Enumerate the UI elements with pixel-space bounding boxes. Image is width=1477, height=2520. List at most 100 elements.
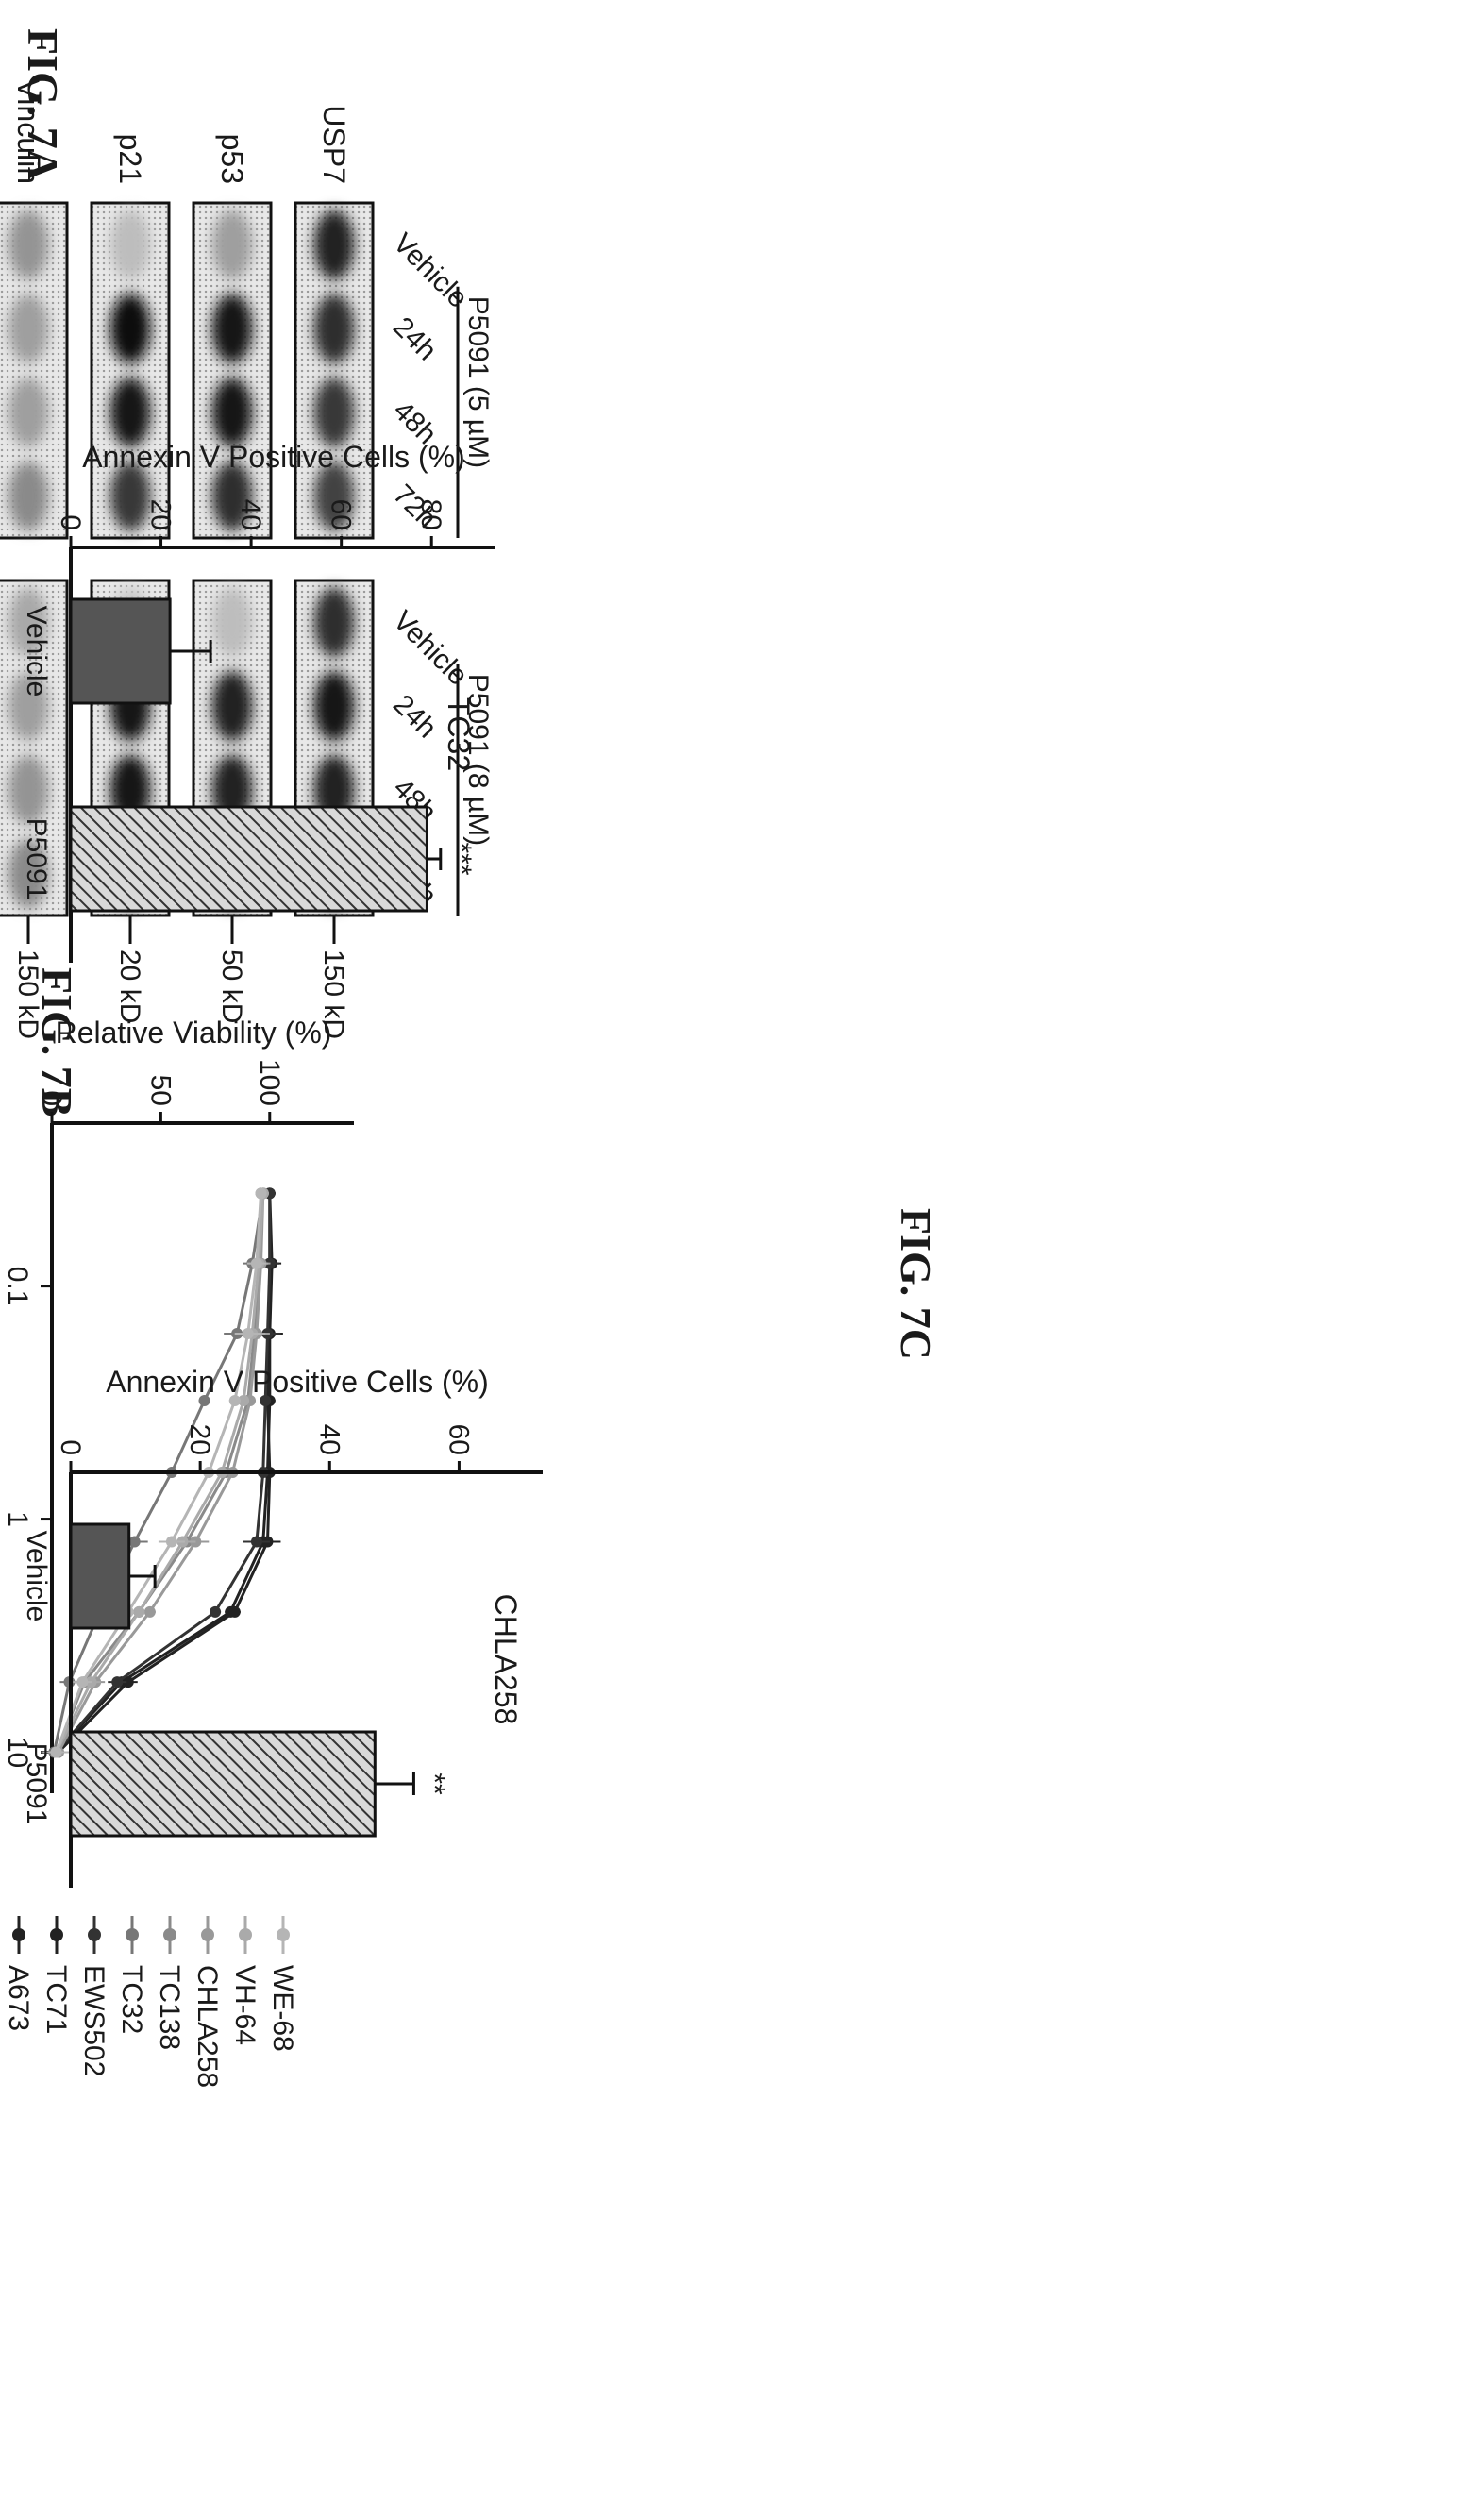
blot-band [313,210,355,280]
data-point-chla258 [143,1605,156,1618]
legend-marker [277,1928,290,1941]
y-tick-label: 0 [55,1439,86,1455]
data-point-ews502 [111,1676,124,1688]
protein-label: USP7 [317,105,351,184]
blot-band [8,210,49,280]
protein-label: p21 [113,134,147,184]
y-tick-label: 20 [145,499,176,530]
y-tick-label: 60 [326,499,357,530]
x-tick-label: 0.1 [2,1267,33,1306]
blot-band [211,210,253,280]
legend-entry: A673 [3,1965,34,2031]
x-tick-label: 10 [2,1737,33,1768]
y-tick-label: 20 [184,1424,215,1455]
blot-band [109,377,151,448]
annexin-bar-chart-tc32: 0 20 40 60 80 Annexin V Positive Cells (%) TC3… [21,440,495,963]
blot-panel-tc32 [294,201,375,540]
fig-7c-label: FIG. 7C [892,1208,940,1360]
fig-7a-label: FIG. 7A [19,28,67,180]
data-point-we-68 [242,1328,254,1340]
blot-band [8,754,49,826]
y-tick-label: 50 [144,1075,176,1106]
chart-title: TC32 [442,697,476,771]
treatment-label-left: P5091 (5 µM) [462,296,494,468]
blot-panel-tc32 [90,201,171,540]
rotated-figure: FIG. 7A Vehicle24h48h72hVehicle24h48h72h… [0,28,940,2088]
legend-marker [163,1928,176,1941]
data-point-we-68 [250,1257,262,1269]
data-point-we-68 [228,1394,241,1406]
legend-entry: TC32 [116,1965,147,2034]
blot-band [313,670,355,742]
data-point-ews502 [260,1394,272,1406]
annexin-bar-chart-chla258: 0 20 40 60 Annexin V Positive Cells (%) CHLA2… [21,1365,543,1888]
legend-marker [12,1928,25,1941]
data-point-we-68 [50,1746,62,1758]
blot-band [8,377,49,448]
blot-panel-tc32 [0,201,69,540]
data-point-tc71 [122,1676,134,1688]
data-point-we-68 [165,1536,177,1548]
blot-band [313,587,355,658]
legend-marker [88,1928,101,1941]
blot-band [8,293,49,364]
chart-title: CHLA258 [489,1594,523,1725]
legend-marker [239,1928,252,1941]
y-tick-label: 40 [235,499,266,530]
significance-marker: ** [418,1772,449,1795]
category-label: Vehicle [21,1531,52,1622]
y-tick-label: 40 [313,1424,344,1455]
blot-band [109,210,151,280]
legend-entry: TC71 [41,1965,72,2034]
y-tick-label: 60 [443,1424,474,1455]
data-point-vh-64 [238,1394,250,1406]
blot-band [313,377,355,448]
data-point-tc71 [228,1605,241,1618]
y-tick-label: 100 [254,1059,285,1106]
data-point-ews502 [210,1605,222,1618]
lane-label: Vehicle [387,605,474,692]
protein-label: p53 [215,134,249,184]
lane-label: Vehicle [387,227,474,314]
mw-label: 20 kD [114,949,145,1023]
y-axis-title: Relative Viability (%) [56,1016,332,1050]
data-point-tc32 [128,1536,141,1548]
blot-band [211,461,253,531]
mw-label: 50 kD [216,949,247,1023]
bar-vehicle [69,597,172,705]
protein-label: Vinculin [11,79,45,184]
legend-entry: TC138 [154,1965,185,2050]
y-tick-label: 0 [36,1090,67,1106]
blot-band [211,587,253,658]
legend-marker [126,1928,139,1941]
category-label: Vehicle [21,606,52,697]
blot-band [211,670,253,742]
x-tick-label: 1 [2,1511,33,1527]
legend-entry: VH-64 [229,1965,260,2045]
bar-p5091 [69,1730,377,1838]
bar-vehicle [69,1522,131,1630]
blot-band [8,461,49,531]
data-point-we-68 [255,1187,267,1200]
y-tick-label: 0 [55,514,86,530]
blot-band [109,293,151,364]
legend-marker [201,1928,214,1941]
category-label: P5091 [21,818,52,900]
y-tick-label: 80 [415,499,446,530]
blot-band [313,293,355,364]
treatment-label-right: P5091 (8 µM) [462,674,494,846]
data-point-we-68 [76,1676,89,1688]
blot-band [8,587,49,658]
lane-label: 24h [387,689,443,745]
legend-entry: CHLA258 [192,1965,223,2088]
mw-label: 150 kD [318,949,349,1039]
mw-label: 150 kD [12,949,43,1039]
bar-p5091 [69,805,428,913]
significance-marker: *** [445,842,477,875]
fig-7b-label: FIG. 7B [33,967,81,1117]
data-point-vh-64 [133,1605,145,1618]
lane-label: 24h [387,311,443,367]
legend-entry: WE-68 [267,1965,298,2052]
